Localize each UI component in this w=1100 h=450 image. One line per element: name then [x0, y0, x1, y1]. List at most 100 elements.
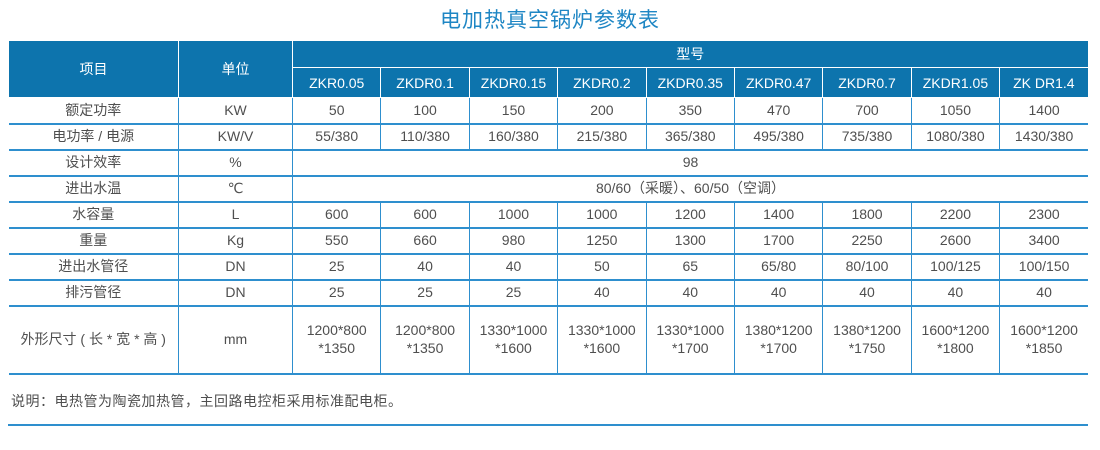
row-unit: mm [178, 305, 293, 375]
row-unit: DN [178, 279, 293, 307]
table-row: 水容量 L 600 600 1000 1000 1200 1400 1800 2200 2300 [8, 201, 1089, 229]
cell-value: 55/380 [291, 123, 381, 151]
cell-value: 1050 [910, 97, 1000, 125]
cell-value: 65 [645, 253, 735, 281]
cell-value: 25 [291, 279, 381, 307]
row-unit: % [178, 149, 293, 177]
cell-value: 100 [380, 97, 470, 125]
row-item-label: 额定功率 [8, 97, 179, 125]
row-span-value: 98 [292, 149, 1089, 177]
row-item-label: 进出水温 [8, 175, 179, 203]
cell-value: 1700 [733, 227, 823, 255]
cell-value: 25 [291, 253, 381, 281]
row-item-label: 水容量 [8, 201, 179, 229]
row-unit: Kg [178, 227, 293, 255]
cell-value: 1380*1200 *1750 [822, 305, 912, 375]
row-unit: KW [178, 97, 293, 125]
cell-value: 40 [910, 279, 1000, 307]
header-model-name: ZK DR1.4 [999, 67, 1089, 98]
header-model-name: ZKR0.05 [291, 67, 382, 98]
cell-value: 1400 [999, 97, 1089, 125]
cell-value: 25 [380, 279, 470, 307]
cell-value: 40 [733, 279, 823, 307]
row-span-value: 80/60（采暖）、60/50（空调） [292, 175, 1089, 203]
row-item-label: 设计效率 [8, 149, 179, 177]
cell-value: 470 [733, 97, 823, 125]
cell-value: 1330*1000 *1600 [468, 305, 558, 375]
header-model-name: ZKDR0.47 [733, 67, 824, 98]
row-item-label: 进出水管径 [8, 253, 179, 281]
header-top-row: 项目 单位 型号 [8, 40, 1089, 98]
table-row: 进出水管径 DN 25 40 40 50 65 65/80 80/100 100/125 100/1… [8, 253, 1089, 281]
cell-value: 1600*1200 *1800 [910, 305, 1000, 375]
cell-value: 600 [291, 201, 381, 229]
cell-value: 1430/380 [999, 123, 1089, 151]
table-row: 重量 Kg 550 660 980 1250 1300 1700 2250 2600 3400 [8, 227, 1089, 255]
cell-value: 50 [291, 97, 381, 125]
cell-value: 1380*1200 *1700 [733, 305, 823, 375]
table-body: 额定功率 KW 50 100 150 200 350 470 700 1050 1400 电功率 / … [8, 97, 1089, 375]
cell-value: 1200*800 *1350 [291, 305, 381, 375]
cell-value: 40 [468, 253, 558, 281]
row-unit: ℃ [178, 175, 293, 203]
cell-value: 65/80 [733, 253, 823, 281]
cell-value: 1000 [557, 201, 647, 229]
cell-value: 1800 [822, 201, 912, 229]
cell-value: 735/380 [822, 123, 912, 151]
cell-value: 1330*1000 *1700 [645, 305, 735, 375]
header-item-label: 项目 [8, 40, 179, 98]
cell-value: 1080/380 [910, 123, 1000, 151]
cell-value: 1330*1000 *1600 [557, 305, 647, 375]
cell-value: 1250 [557, 227, 647, 255]
cell-value: 1300 [645, 227, 735, 255]
bottom-divider [8, 424, 1088, 426]
cell-value: 2250 [822, 227, 912, 255]
cell-value: 700 [822, 97, 912, 125]
cell-value: 40 [557, 279, 647, 307]
row-unit: DN [178, 253, 293, 281]
cell-value: 50 [557, 253, 647, 281]
header-model-row: ZKR0.05 ZKDR0.1 ZKDR0.15 ZKDR0.2 ZKDR0.35 ZKD… [9, 67, 1089, 98]
table-row: 进出水温 ℃ 80/60（采暖）、60/50（空调） [8, 175, 1089, 203]
table-header: 项目 单位 型号 ZKR0.05 ZKDR0.1 ZKDR0.15 ZKDR0.2 ZK… [8, 40, 1089, 98]
boiler-parameter-table: 项目 单位 型号 ZKR0.05 ZKDR0.1 ZKDR0.15 ZKDR0.2 ZK… [8, 40, 1089, 375]
table-row: 设计效率% 98 [8, 149, 1089, 177]
header-model-name: ZKDR0.15 [468, 67, 559, 98]
cell-value: 550 [291, 227, 381, 255]
page-title: 电加热真空锅炉参数表 [440, 9, 660, 32]
cell-value: 2300 [999, 201, 1089, 229]
header-model-name: ZKDR0.2 [557, 67, 647, 98]
cell-value: 660 [380, 227, 470, 255]
cell-value: 40 [822, 279, 912, 307]
cell-value: 1200 [645, 201, 735, 229]
header-model-name: ZKDR0.1 [380, 67, 470, 98]
header-model-name: ZKDR0.7 [822, 67, 912, 98]
cell-value: 1600*1200 *1850 [999, 305, 1089, 375]
cell-value: 3400 [999, 227, 1089, 255]
header-model-group-label: 型号 [292, 40, 1089, 68]
cell-value: 365/380 [645, 123, 735, 151]
cell-value: 100/125 [910, 253, 1000, 281]
cell-value: 2600 [910, 227, 1000, 255]
cell-value: 2200 [910, 201, 1000, 229]
cell-value: 980 [468, 227, 558, 255]
table-note: 说明：电热管为陶瓷加热管，主回路电控柜采用标准配电柜。 [11, 393, 403, 409]
cell-value: 40 [999, 279, 1089, 307]
cell-value: 160/380 [468, 123, 558, 151]
table-row: 排污管径 DN 25 25 25 40 40 40 40 40 40 [8, 279, 1089, 307]
cell-value: 1200*800 *1350 [380, 305, 470, 375]
header-model-name: ZKDR0.35 [645, 67, 735, 98]
cell-value: 25 [468, 279, 558, 307]
cell-value: 350 [645, 97, 735, 125]
header-unit-label: 单位 [178, 40, 293, 98]
row-item-label: 外形尺寸 ( 长 * 宽 * 高 ) [8, 305, 179, 375]
row-item-label: 排污管径 [8, 279, 179, 307]
cell-value: 110/380 [380, 123, 470, 151]
table-row: 额定功率 KW 50 100 150 200 350 470 700 1050 1400 [8, 97, 1089, 125]
cell-value: 600 [380, 201, 470, 229]
cell-value: 200 [557, 97, 647, 125]
row-item-label: 重量 [8, 227, 179, 255]
cell-value: 215/380 [557, 123, 647, 151]
table-row: 外形尺寸 ( 长 * 宽 * 高 ) mm 1200*800 *1350 1200*8… [8, 305, 1089, 375]
